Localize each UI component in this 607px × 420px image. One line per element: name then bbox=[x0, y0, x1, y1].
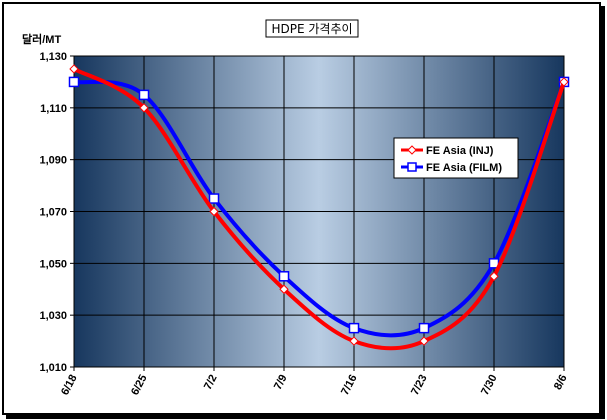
data-point bbox=[489, 271, 499, 281]
x-tick-label: 8/6 bbox=[552, 373, 570, 392]
chart-title-box bbox=[265, 19, 359, 38]
data-point bbox=[69, 64, 79, 74]
x-tick-label: 6/25 bbox=[129, 373, 150, 398]
data-point bbox=[349, 336, 359, 346]
x-tick-label: 7/16 bbox=[339, 373, 360, 398]
data-point bbox=[208, 193, 220, 204]
data-point bbox=[279, 284, 289, 294]
y-axis-ticks: 1,010 1,030 1,050 1,070 1,090 1,110 1,130 bbox=[39, 51, 74, 374]
y-tick-label: 1,050 bbox=[39, 258, 67, 270]
series-inj bbox=[69, 64, 569, 351]
data-point bbox=[68, 76, 80, 88]
series-line bbox=[73, 67, 566, 351]
data-point bbox=[559, 77, 569, 87]
chart-title: HDPE 가격추이 bbox=[271, 22, 352, 36]
legend-label-inj: FE Asia (INJ) bbox=[426, 145, 494, 157]
y-tick-label: 1,090 bbox=[39, 155, 67, 167]
data-point bbox=[209, 206, 219, 217]
x-tick-label: 7/23 bbox=[409, 373, 430, 398]
data-point bbox=[139, 103, 149, 113]
data-point bbox=[278, 271, 290, 282]
y-tick-label: 1,010 bbox=[39, 362, 67, 374]
series-group bbox=[68, 64, 570, 351]
x-tick-label: 7/9 bbox=[272, 373, 290, 392]
x-tick-label: 6/18 bbox=[59, 373, 80, 398]
data-point bbox=[418, 322, 430, 334]
data-point bbox=[138, 89, 150, 101]
y-tick-label: 1,070 bbox=[39, 207, 67, 219]
data-point bbox=[419, 336, 429, 346]
y-tick-label: 1,110 bbox=[40, 103, 67, 115]
y-axis-unit: 달러/MT bbox=[22, 32, 61, 46]
legend-marker-film bbox=[407, 162, 417, 172]
x-tick-label: 7/2 bbox=[202, 373, 220, 392]
x-axis-ticks: 6/18 6/25 7/2 7/9 7/16 7/23 7/30 8/6 bbox=[59, 367, 570, 397]
legend-marker-inj bbox=[407, 145, 417, 155]
legend: FE Asia (INJ) FE Asia (FILM) bbox=[393, 137, 519, 179]
y-tick-label: 1,030 bbox=[39, 310, 67, 322]
legend-label-film: FE Asia (FILM) bbox=[426, 162, 502, 174]
data-point bbox=[348, 322, 360, 334]
y-tick-label: 1,130 bbox=[39, 51, 67, 63]
x-tick-label: 7/30 bbox=[479, 373, 500, 398]
